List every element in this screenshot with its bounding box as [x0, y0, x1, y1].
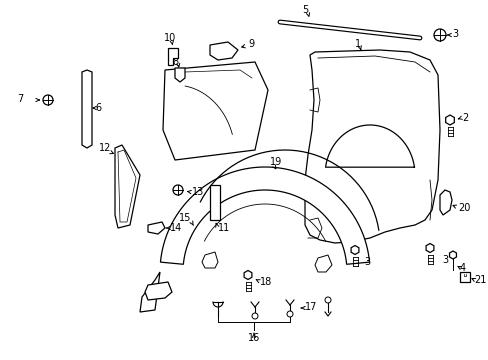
Polygon shape [175, 68, 184, 82]
Text: 13: 13 [192, 187, 204, 197]
Circle shape [43, 95, 53, 105]
Polygon shape [209, 42, 238, 60]
Polygon shape [148, 222, 164, 234]
Polygon shape [305, 50, 439, 243]
Text: 5: 5 [301, 5, 307, 15]
Polygon shape [425, 243, 433, 252]
Circle shape [433, 29, 445, 41]
Text: 12: 12 [99, 143, 111, 153]
Bar [209, 185, 220, 220]
Text: 8: 8 [172, 57, 178, 67]
Polygon shape [350, 246, 358, 255]
Text: 7: 7 [17, 94, 23, 104]
Polygon shape [445, 115, 453, 125]
Circle shape [325, 297, 330, 303]
Text: 11: 11 [218, 223, 230, 233]
Text: 16: 16 [247, 333, 260, 343]
Text: 10: 10 [163, 33, 176, 43]
Text: 20: 20 [457, 203, 469, 213]
Text: 6: 6 [95, 103, 101, 113]
Polygon shape [140, 272, 160, 312]
Text: 2: 2 [461, 113, 468, 123]
Polygon shape [163, 62, 267, 160]
Polygon shape [82, 70, 92, 148]
Bar [459, 272, 469, 282]
Text: 15: 15 [179, 213, 191, 223]
Circle shape [251, 313, 258, 319]
Text: 9: 9 [247, 39, 254, 49]
Polygon shape [244, 270, 251, 279]
Text: 14: 14 [170, 223, 182, 233]
Text: 17: 17 [305, 302, 317, 312]
Circle shape [286, 311, 292, 317]
Text: 3: 3 [451, 29, 457, 39]
Text: 1: 1 [354, 39, 360, 49]
Polygon shape [115, 145, 140, 228]
Text: 18: 18 [260, 277, 272, 287]
Polygon shape [439, 190, 451, 215]
Text: 4: 4 [459, 263, 465, 273]
Polygon shape [448, 251, 455, 259]
Polygon shape [202, 252, 218, 268]
Polygon shape [168, 48, 178, 65]
Polygon shape [314, 255, 331, 272]
Text: 3: 3 [363, 257, 369, 267]
Polygon shape [145, 282, 172, 300]
Text: 19: 19 [269, 157, 282, 167]
Polygon shape [160, 167, 369, 264]
Text: 21: 21 [473, 275, 486, 285]
Circle shape [173, 185, 183, 195]
Text: 3: 3 [441, 255, 447, 265]
